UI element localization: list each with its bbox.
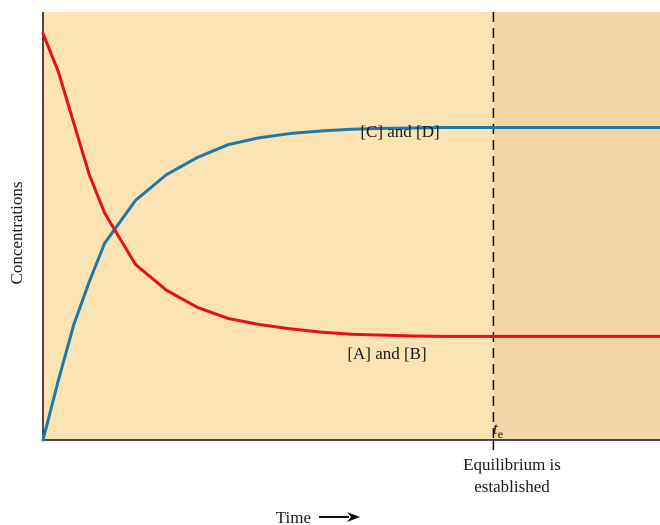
pre-equilibrium-region: [43, 12, 493, 440]
series-label-reactants: [A] and [B]: [347, 344, 426, 363]
equilibrium-time-subscript: e: [498, 427, 503, 441]
series-label-products: [C] and [D]: [360, 122, 439, 141]
post-equilibrium-region: [493, 12, 660, 440]
time-arrow: [319, 512, 360, 522]
x-axis-label: Time: [276, 508, 311, 525]
equilibrium-note-line-2: established: [474, 477, 550, 496]
y-axis-label: Concentrations: [7, 182, 26, 285]
chart-regions: [43, 12, 660, 440]
equilibrium-note-line-1: Equilibrium is: [463, 455, 561, 474]
